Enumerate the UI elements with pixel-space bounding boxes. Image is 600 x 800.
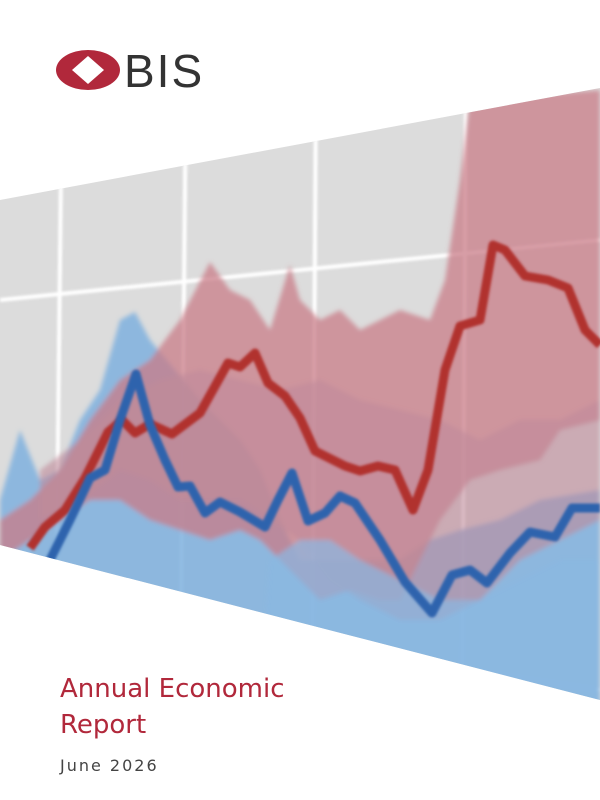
logo-text: BIS [124,45,204,97]
report-title: Report [60,710,146,740]
decor-blue-line [45,369,600,618]
decor-red-line [26,240,600,551]
logo: BIS [56,45,204,97]
decorative-chart [0,88,600,700]
report-title: Annual Economic [60,674,285,704]
report-date: June 2026 [59,756,159,775]
logo-diamond [72,56,104,84]
